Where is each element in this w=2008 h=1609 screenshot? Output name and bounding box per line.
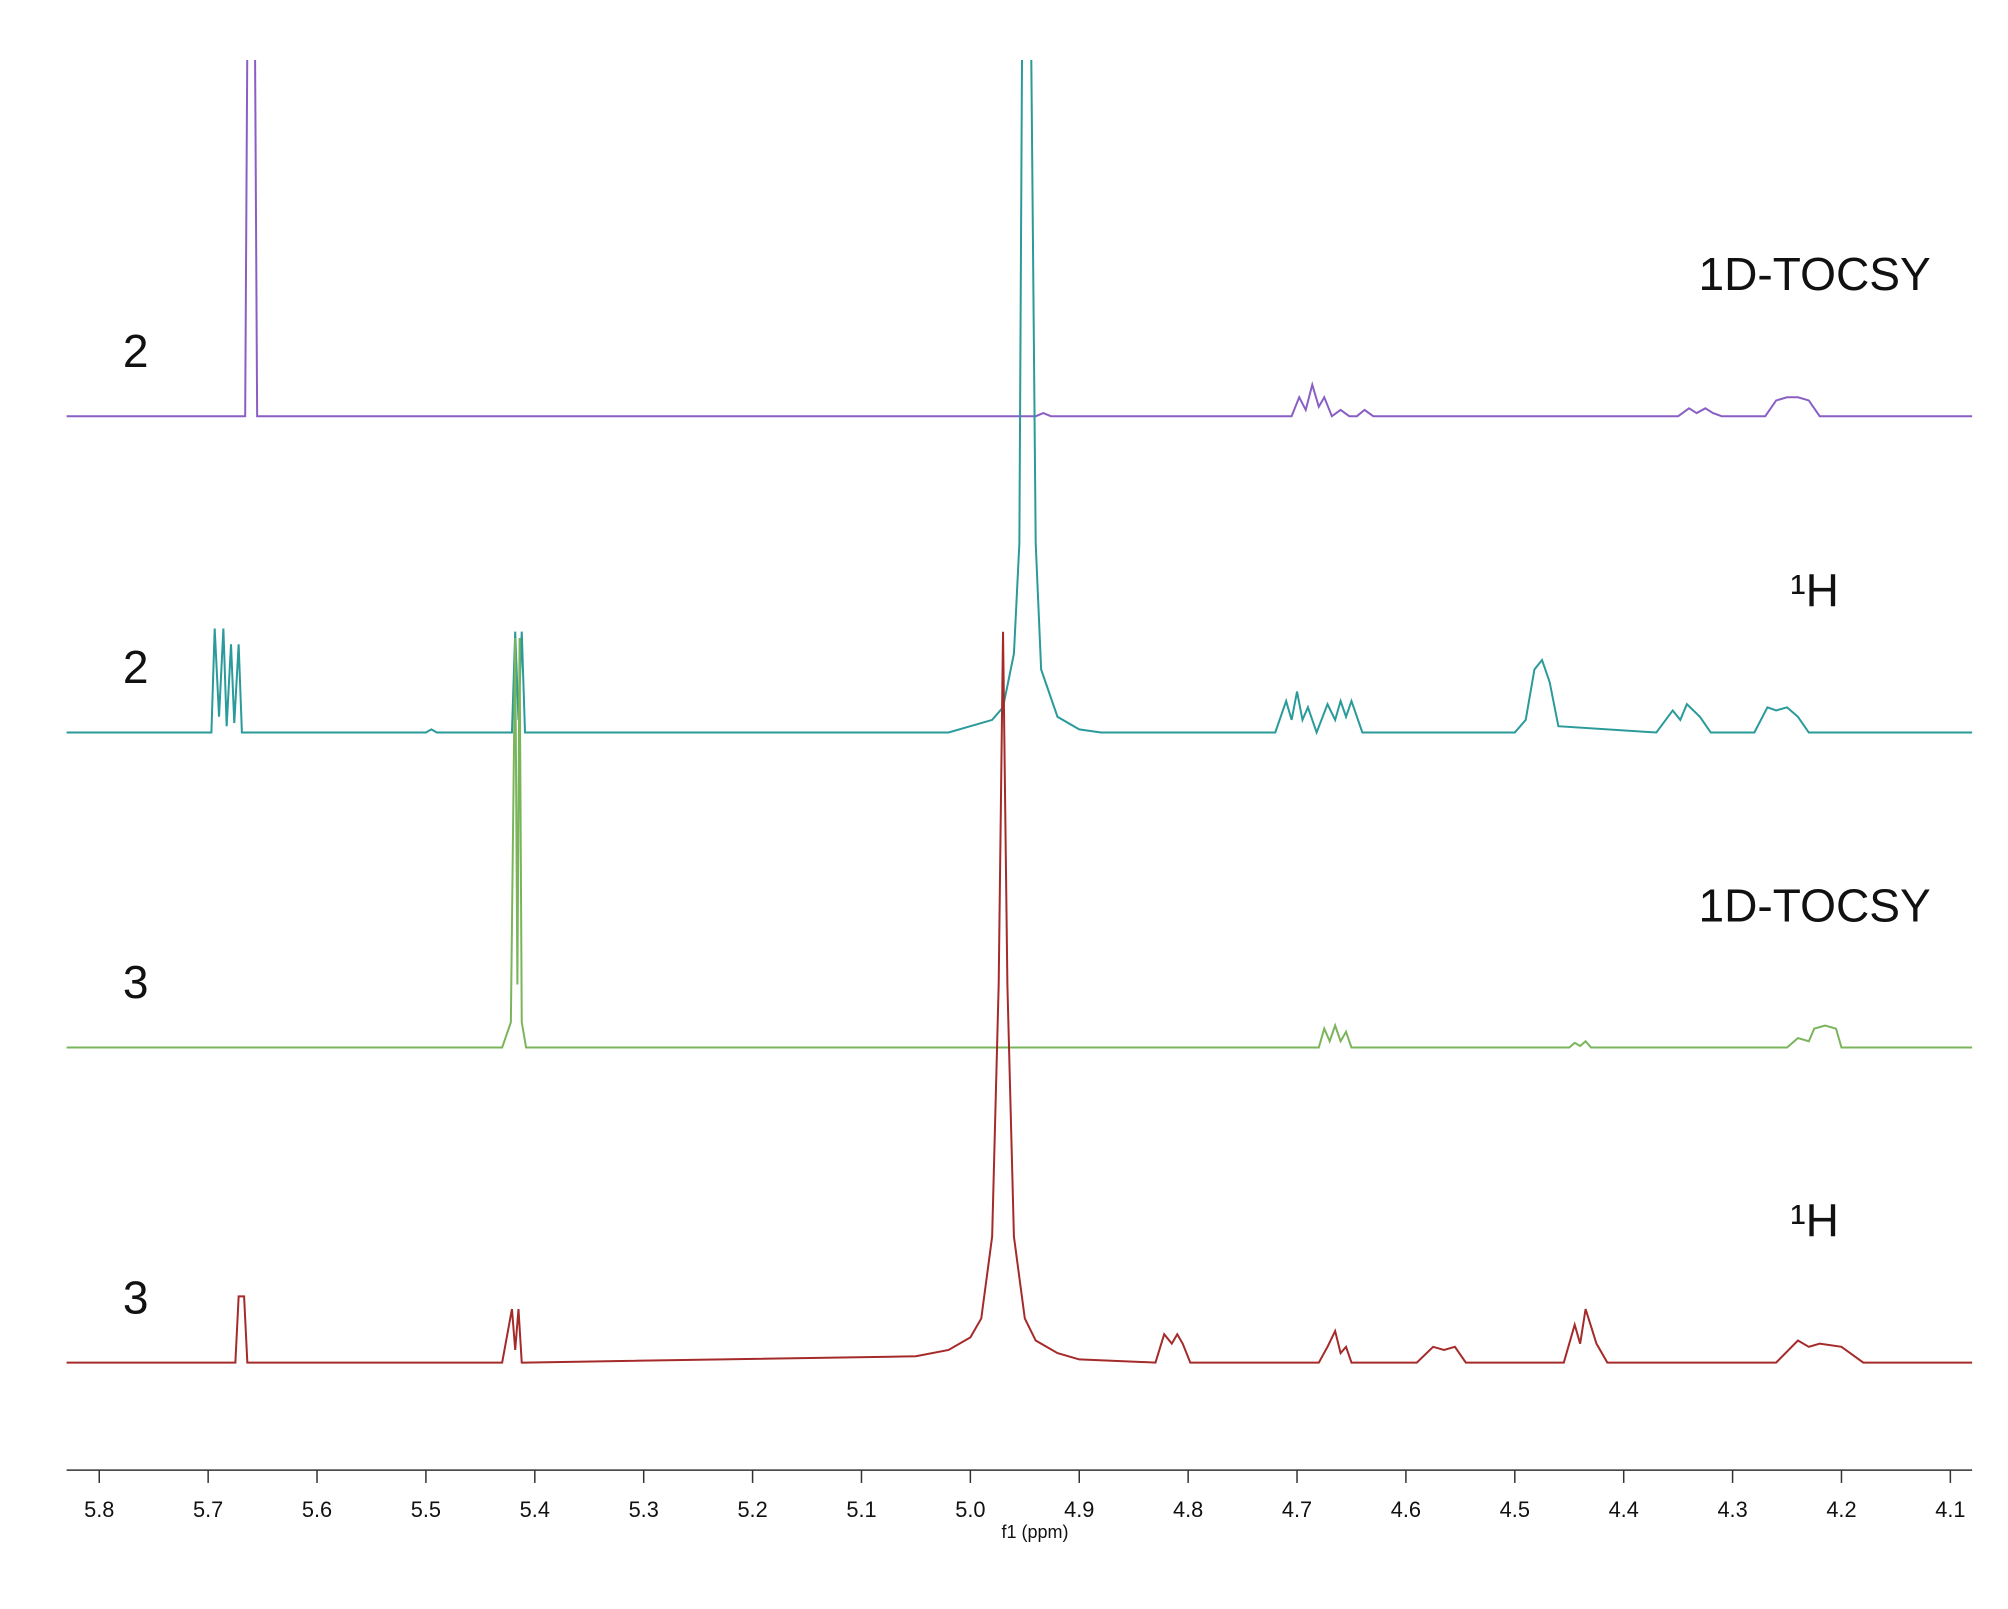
experiment-label: 1D-TOCSY	[1699, 248, 1931, 300]
x-tick-label: 5.6	[302, 1497, 332, 1522]
compound-label: 2	[123, 325, 149, 377]
x-tick-label: 4.7	[1282, 1497, 1312, 1522]
spectra	[66, 60, 1973, 1364]
x-tick-label: 5.4	[520, 1497, 550, 1522]
x-tick-label: 5.7	[193, 1497, 223, 1522]
x-tick-label: 4.1	[1935, 1497, 1965, 1522]
spectrum-trace	[66, 60, 1973, 418]
x-tick-label: 5.5	[411, 1497, 441, 1522]
x-tick-label: 4.6	[1391, 1497, 1421, 1522]
x-tick-label: 4.4	[1609, 1497, 1639, 1522]
compound-label: 3	[123, 1271, 149, 1323]
spectrum-trace	[66, 60, 1973, 736]
x-tick-label: 5.3	[629, 1497, 659, 1522]
x-tick-label: 4.9	[1064, 1497, 1094, 1522]
compound-label: 3	[123, 956, 149, 1008]
compound-label: 2	[123, 641, 149, 693]
experiment-label: ¹H	[1790, 1194, 1839, 1246]
x-axis-label: f1 (ppm)	[1001, 1522, 1068, 1542]
experiment-label: ¹H	[1790, 564, 1839, 616]
experiment-label: 1D-TOCSY	[1699, 879, 1931, 931]
spectrum-trace	[66, 637, 1973, 1049]
x-tick-label: 5.2	[737, 1497, 767, 1522]
x-tick-label: 5.8	[84, 1497, 114, 1522]
x-tick-label: 4.2	[1826, 1497, 1856, 1522]
x-tick-label: 4.5	[1500, 1497, 1530, 1522]
spectrum-trace	[66, 631, 1973, 1364]
x-tick-label: 5.0	[955, 1497, 985, 1522]
x-tick-label: 4.3	[1717, 1497, 1747, 1522]
x-tick-label: 4.8	[1173, 1497, 1203, 1522]
x-tick-label: 5.1	[846, 1497, 876, 1522]
